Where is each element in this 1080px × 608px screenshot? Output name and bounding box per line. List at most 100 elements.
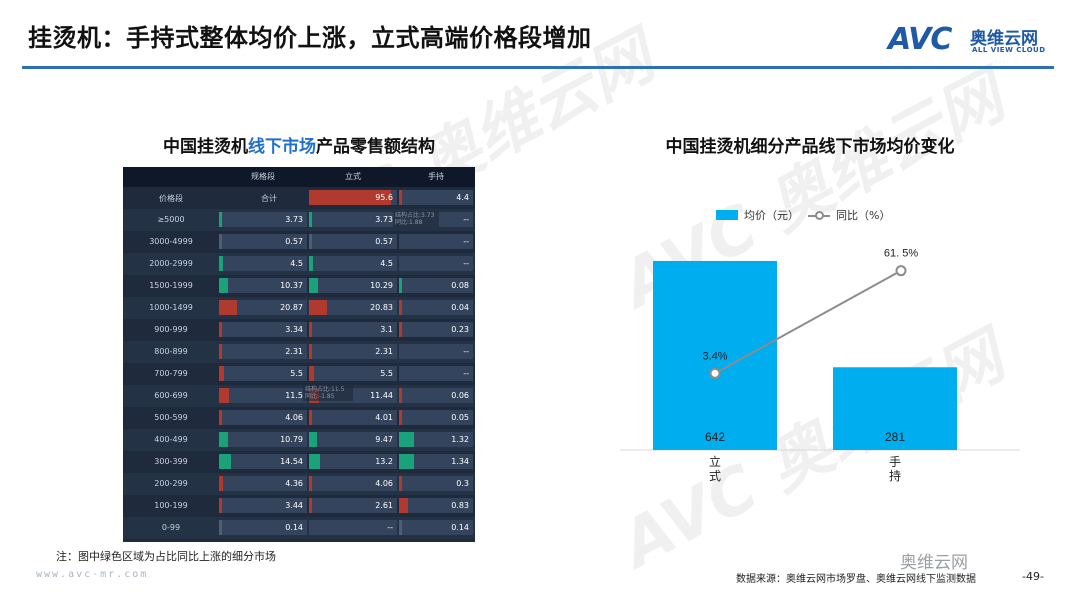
wechat-watermark: 奥维云网	[900, 553, 968, 573]
cell-value: 5.5	[290, 369, 303, 378]
cell-bar	[309, 410, 313, 425]
row-label: 1000-1499	[149, 303, 193, 312]
cell-value: 0.05	[451, 413, 469, 422]
cell-value: 4.36	[285, 479, 303, 488]
cell-bar	[309, 498, 312, 513]
cell-value: 13.2	[375, 457, 393, 466]
table-row: ≥5000 3.73 3.73 --	[123, 209, 475, 231]
table-cell: 3.44	[219, 498, 307, 513]
table-row: 200-299 4.36 4.06 0.3	[123, 473, 475, 495]
cell-value: 0.57	[285, 237, 303, 246]
cell-bar	[309, 212, 313, 227]
cell-bar	[399, 432, 414, 447]
cell-bar	[309, 366, 314, 381]
cell-bar	[309, 454, 321, 469]
yoy-value-label: 3.4%	[702, 350, 727, 362]
table-row: 700-799 5.5 5.5 --	[123, 363, 475, 385]
table-cell: 0.14	[399, 520, 473, 535]
table-cell: 0.83	[399, 498, 473, 513]
row-label: 900-999	[154, 325, 188, 334]
cell-value: 1.32	[451, 435, 469, 444]
cell-value: 1.34	[451, 457, 469, 466]
cell-bar	[219, 344, 222, 359]
cell-value: 0.08	[451, 281, 469, 290]
row-label: 3000-4999	[149, 237, 193, 246]
row-label: 800-899	[154, 347, 188, 356]
cell-value: 20.87	[280, 303, 303, 312]
table-cell: 95.6	[309, 190, 397, 205]
row-label: 200-299	[154, 479, 188, 488]
row-label: 100-199	[154, 501, 188, 510]
table-cell: 合计	[219, 190, 307, 205]
cell-value: 4.01	[375, 413, 393, 422]
table-row: 800-899 2.31 2.31 --	[123, 341, 475, 363]
row-label: 300-399	[154, 457, 188, 466]
cell-bar	[219, 322, 222, 337]
cell-bar	[219, 498, 222, 513]
cell-value: 2.31	[375, 347, 393, 356]
table-cell: 3.1	[309, 322, 397, 337]
cell-value: 3.73	[285, 215, 303, 224]
row-label: 500-599	[154, 413, 188, 422]
cell-value: 3.34	[285, 325, 303, 334]
cell-value: 20.83	[370, 303, 393, 312]
yoy-value-label: 61. 5%	[884, 248, 918, 260]
left-title-pre: 中国挂烫机	[163, 137, 248, 157]
cell-bar	[399, 190, 402, 205]
table-cell: 4.4	[399, 190, 473, 205]
cell-bar	[219, 212, 223, 227]
cell-bar	[399, 410, 402, 425]
cell-bar	[219, 256, 223, 271]
table-header: 规格段 立式 手持	[123, 167, 475, 187]
table-cell: --	[399, 256, 473, 271]
x-tick-label: 持	[889, 468, 901, 483]
page-number: -49-	[1022, 570, 1044, 583]
cell-value: 9.47	[375, 435, 393, 444]
table-cell: 0.05	[399, 410, 473, 425]
cell-value: 3.1	[380, 325, 393, 334]
table-cell: 4.36	[219, 476, 307, 491]
cell-value: 4.06	[285, 413, 303, 422]
x-tick-label: 式	[709, 469, 721, 483]
table-cell: 3.34	[219, 322, 307, 337]
yoy-marker	[709, 367, 721, 379]
table-row: 价格段 合计 95.6 4.4	[123, 187, 475, 209]
cell-bar	[309, 278, 318, 293]
table-row: 1000-1499 20.87 20.83 0.04	[123, 297, 475, 319]
cell-value: 5.5	[380, 369, 393, 378]
row-label: 700-799	[154, 369, 188, 378]
table-cell: --	[399, 366, 473, 381]
table-cell: 0.57	[219, 234, 307, 249]
x-tick-label: 立	[709, 454, 721, 469]
table-row: 2000-2999 4.5 4.5 --	[123, 253, 475, 275]
cell-value: --	[463, 259, 469, 268]
cell-bar	[309, 300, 327, 315]
page-title: 挂烫机：手持式整体均价上涨，立式高端价格段增加	[28, 24, 592, 52]
cell-value: 0.23	[451, 325, 469, 334]
bar-value-label: 642	[705, 430, 725, 444]
table-cell: 11.5	[219, 388, 307, 403]
cell-bar	[399, 476, 403, 491]
cell-bar	[219, 234, 222, 249]
table-cell: 20.87	[219, 300, 307, 315]
table-cell: 10.29	[309, 278, 397, 293]
cell-bar	[219, 476, 223, 491]
cell-bar	[309, 322, 312, 337]
table-row: 300-399 14.54 13.2 1.34	[123, 451, 475, 473]
price-change-chart: 642 281 3.4% 61. 5% 立式 手持	[620, 248, 1020, 483]
table-cell: 0.04	[399, 300, 473, 315]
table-cell: 3.73	[219, 212, 307, 227]
cell-bar	[219, 410, 223, 425]
cell-value: --	[463, 237, 469, 246]
cell-bar	[399, 520, 402, 535]
table-row: 0-99 0.14 -- 0.14	[123, 517, 475, 539]
cell-value: 3.44	[285, 501, 303, 510]
cell-value: 4.5	[380, 259, 393, 268]
left-title-post: 产品零售额结构	[316, 137, 435, 157]
cell-bar	[219, 520, 222, 535]
table-cell: --	[399, 344, 473, 359]
table-cell: 10.37	[219, 278, 307, 293]
cell-value: --	[463, 347, 469, 356]
tooltip-ge5000: 结构占比:3.73 同比:1.88	[393, 211, 439, 227]
x-tick-label: 手	[889, 455, 901, 469]
